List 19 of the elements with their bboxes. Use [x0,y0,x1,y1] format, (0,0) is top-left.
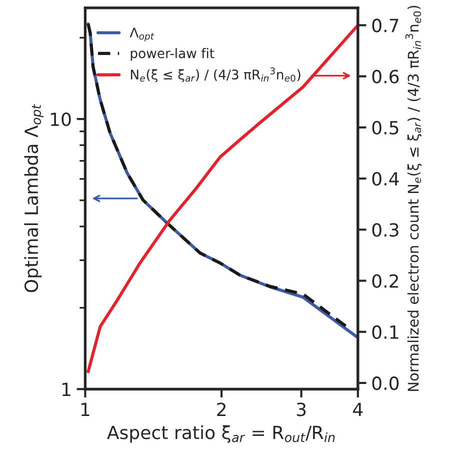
y2-tick-label: 0.2 [372,274,398,288]
y2-tick-label: 0.0 [372,376,399,390]
x-tick-label: 3 [296,402,306,416]
x-axis-title: Aspect ratio ξ$_{ar}$ = R$_{out}$/R$_{in}$ [107,425,335,443]
legend-label: Λ$_{opt}$ [130,28,154,42]
legend-label: power-law fit [130,48,214,61]
y2-tick-label: 0.4 [372,172,399,186]
x-tick-label: 2 [217,402,226,416]
x-tick-label: 1 [81,402,90,416]
y2-tick-label: 0.3 [372,223,398,237]
y-axis-title: Optimal Lambda Λ$_{opt}$ [24,104,44,292]
y2-tick-label: 0.1 [372,325,398,339]
y2-tick-label: 0.7 [372,18,398,32]
text: N$_{e}$(ξ ≤ ξ$_{ar}$) / (4/3 πR$_{in}$$^{3}$n$_{e0}$) [130,67,300,82]
x-tick-label: 4 [353,402,363,416]
y2-tick-label: 0.6 [372,70,399,84]
text: Normalized electron count N$_{e}$(ξ ≤ ξ$_{ar}$) / (4/3 πR$_{in}$$^{3}$n$_{e0}$) [405,6,422,391]
y2-tick-label: 0.5 [372,120,398,135]
y-tick-label: 10 [51,112,71,126]
